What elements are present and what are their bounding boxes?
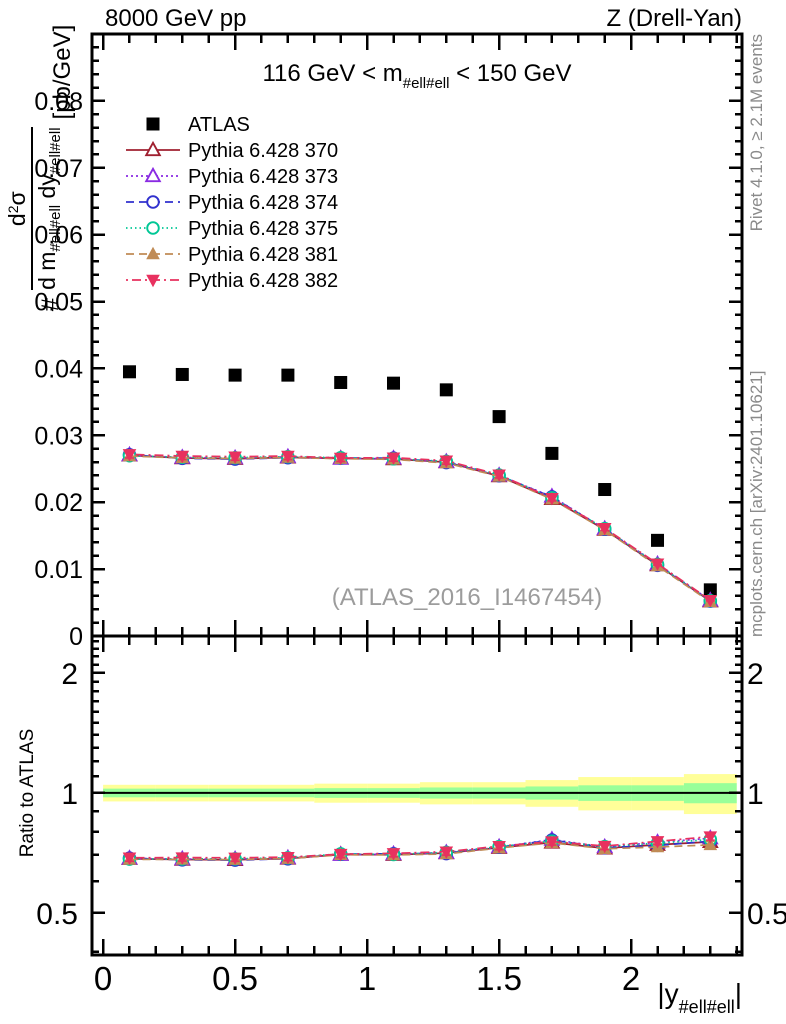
title-subscript: #ell#ell bbox=[402, 75, 450, 92]
series-ratio-Pythia-6-428-382 bbox=[122, 831, 718, 865]
xlabel-subscript: #ell#ell bbox=[678, 997, 735, 1017]
ylabel-numerator: d2σ bbox=[4, 127, 34, 290]
plot-title: 116 GeV < m#ell#ell < 150 GeV bbox=[262, 60, 572, 92]
y-tick-label-main: 0.01 bbox=[34, 556, 83, 584]
xlabel-open: |y bbox=[657, 978, 679, 1009]
ratio-axis-title: Ratio to ATLAS bbox=[17, 728, 38, 858]
tick-labels: 0 0.01 0.02 0.03 0.04 0.05 0.06 0.07 0.08 0.5 1 2 0.… bbox=[34, 88, 786, 997]
y-tick-label-main: 0 bbox=[69, 623, 83, 651]
analysis-watermark: (ATLAS_2016_I1467454) bbox=[331, 584, 603, 611]
x-axis-title: |y#ell#ell| bbox=[657, 978, 742, 1017]
rivet-version-note: Rivet 4.1.0, ≥ 2.1M events bbox=[747, 34, 766, 232]
legend-label: Pythia 6.428 375 bbox=[188, 218, 338, 240]
ylabel-units: [pb/GeV] bbox=[49, 24, 76, 120]
series-main-Pythia-6-428-382 bbox=[122, 449, 718, 608]
y-tick-label-main: 0.03 bbox=[34, 422, 83, 450]
ylabel-denominator: d m#ell#ell dy#ell#ell bbox=[34, 127, 65, 290]
mcplots-note: mcplots.cern.ch [arXiv:2401.10621] bbox=[747, 370, 766, 637]
legend-label: Pythia 6.428 381 bbox=[188, 244, 338, 266]
ratio-tick-label-right: 2 bbox=[747, 658, 764, 691]
legend-label: Pythia 6.428 370 bbox=[188, 140, 338, 162]
axes-frame bbox=[90, 32, 744, 957]
legend-label: Pythia 6.428 374 bbox=[188, 192, 338, 214]
ratio-tick-label-left: 2 bbox=[61, 658, 78, 691]
title-suffix: < 150 GeV bbox=[449, 60, 572, 87]
y-tick-label-main: 0.07 bbox=[34, 155, 83, 183]
x-tick-label: 2 bbox=[622, 960, 640, 997]
ratio-tick-label-left: 1 bbox=[61, 778, 78, 811]
series-main-Pythia-6-428-370 bbox=[121, 446, 719, 608]
y-tick-label-main: 0.04 bbox=[34, 355, 83, 383]
xlabel-close: | bbox=[734, 978, 742, 1009]
ylabel-fraction: d2σ d m#ell#ell dy#ell#ell bbox=[4, 127, 65, 290]
y-tick-label-main: 0.08 bbox=[34, 88, 83, 116]
ratio-tick-label-right: 0.5 bbox=[747, 898, 786, 931]
y-tick-label-main: 0.02 bbox=[34, 489, 83, 517]
y-tick-label-main: 0.05 bbox=[34, 289, 83, 317]
ratio-tick-label-left: 0.5 bbox=[36, 898, 78, 931]
x-tick-label: 1.5 bbox=[476, 960, 522, 997]
legend-label: Pythia 6.428 373 bbox=[188, 166, 338, 188]
ratio-uncertainty-band bbox=[92, 774, 742, 815]
legend-label: ATLAS bbox=[188, 114, 250, 136]
x-tick-label: 0.5 bbox=[212, 960, 258, 997]
header-process: Z (Drell-Yan) bbox=[606, 5, 742, 32]
legend-label: Pythia 6.428 382 bbox=[188, 270, 338, 292]
y-tick-label-main: 0.06 bbox=[34, 222, 83, 250]
x-tick-label: 0 bbox=[94, 960, 112, 997]
header-beam: 8000 GeV pp bbox=[105, 5, 247, 32]
x-tick-label: 1 bbox=[358, 960, 376, 997]
series-ratio-Pythia-6-428-374 bbox=[122, 833, 718, 867]
title-prefix: 116 GeV < m bbox=[262, 60, 403, 87]
ratio-tick-label-right: 1 bbox=[747, 778, 764, 811]
legend: ATLAS Pythia 6.428 370 Pythia 6.428 373 Pyt… bbox=[126, 114, 338, 292]
series-main-Pythia-6-428-373 bbox=[121, 445, 719, 607]
ylabel-hash: # bbox=[37, 297, 64, 312]
y-axis-title: # d2σ d m#ell#ell dy#ell#ell [pb/GeV] bbox=[4, 0, 95, 383]
series-main-ATLAS bbox=[122, 365, 717, 597]
